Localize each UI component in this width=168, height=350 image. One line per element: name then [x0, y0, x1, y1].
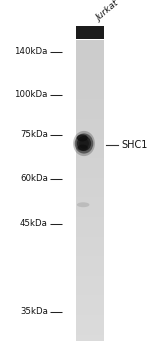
Ellipse shape	[77, 202, 89, 207]
Ellipse shape	[77, 136, 91, 151]
Text: 100kDa: 100kDa	[14, 90, 48, 99]
Ellipse shape	[77, 134, 88, 141]
Ellipse shape	[79, 138, 89, 149]
Text: 60kDa: 60kDa	[20, 174, 48, 183]
Ellipse shape	[77, 145, 88, 151]
Bar	[76, 26, 104, 38]
Ellipse shape	[75, 133, 93, 154]
Text: 75kDa: 75kDa	[20, 130, 48, 139]
Text: SHC1: SHC1	[121, 140, 147, 150]
Text: Jurkat: Jurkat	[95, 0, 121, 23]
Text: 140kDa: 140kDa	[14, 47, 48, 56]
Text: 45kDa: 45kDa	[20, 219, 48, 229]
Text: 35kDa: 35kDa	[20, 307, 48, 316]
Ellipse shape	[73, 131, 95, 156]
